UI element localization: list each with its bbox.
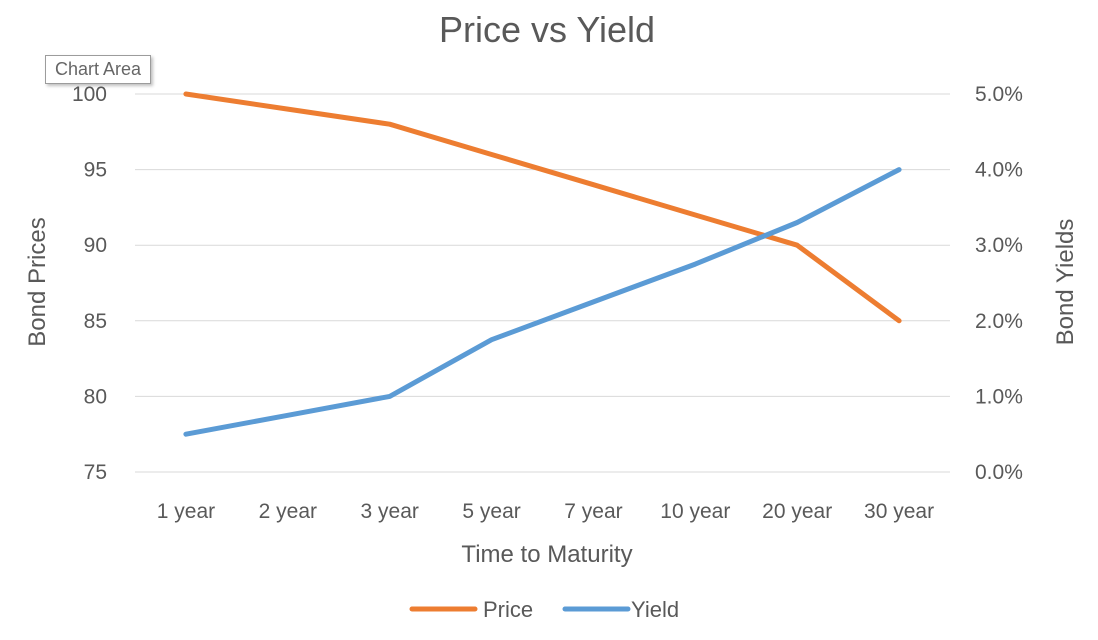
y2-tick-label: 3.0% [975,234,1023,257]
x-tick-label: 3 year [361,500,419,523]
y-tick-label: 80 [84,385,107,408]
series-line-yield[interactable] [183,167,902,437]
y2-tick-label: 0.0% [975,461,1023,484]
y2-axis-title: Bond Yields [1052,219,1079,346]
y2-tick-label: 4.0% [975,159,1023,182]
x-tick-label: 1 year [157,500,215,523]
chart-title: Price vs Yield [439,9,655,50]
x-tick-label: 20 year [762,500,832,523]
y2-tick-label: 5.0% [975,83,1023,106]
y-tick-label: 90 [84,234,107,257]
y2-tick-label: 1.0% [975,385,1023,408]
x-tick-label: 30 year [864,500,934,523]
y-tick-label: 95 [84,159,107,182]
legend-label-price: Price [483,597,533,622]
y-axis-title: Bond Prices [24,217,51,346]
x-axis-title: Time to Maturity [461,541,632,568]
x-tick-label: 2 year [259,500,317,523]
x-tick-label: 7 year [564,500,622,523]
y-tick-label: 75 [84,461,107,484]
x-tick-label: 10 year [660,500,730,523]
y2-tick-label: 2.0% [975,310,1023,333]
x-tick-label: 5 year [462,500,520,523]
series-line-price[interactable] [183,91,902,324]
y-tick-label: 100 [72,83,107,106]
y-tick-label: 85 [84,310,107,333]
legend-label-yield: Yield [631,597,679,622]
chart-area-tooltip: Chart Area [45,55,152,84]
